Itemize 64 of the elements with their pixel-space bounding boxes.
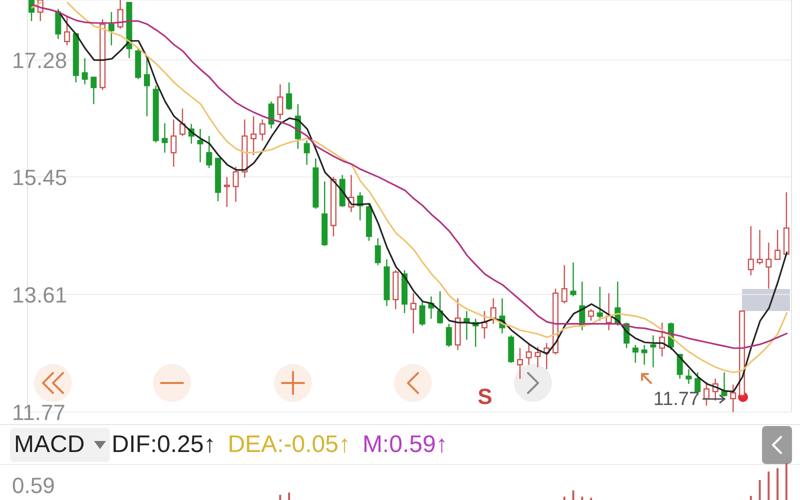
- candlestick: [561, 264, 568, 304]
- bar: [279, 494, 282, 500]
- candlestick: [446, 323, 452, 348]
- candlestick: [774, 229, 781, 260]
- candlestick: [90, 76, 97, 105]
- candlestick: [516, 348, 523, 380]
- text: M:0.59↑: [362, 431, 448, 459]
- y-tick-label: 15.45: [12, 164, 68, 190]
- candlestick: [596, 286, 603, 322]
- candlestick: [534, 346, 541, 368]
- candlestick: [703, 381, 710, 406]
- candlestick: [410, 292, 416, 334]
- bar: [750, 496, 752, 500]
- text: DIF:0.25↑: [112, 431, 216, 459]
- candlestick: [206, 135, 212, 169]
- bar: [785, 463, 788, 500]
- candlestick: [686, 368, 692, 384]
- candlestick: [748, 226, 754, 276]
- annotation: 11.77: [653, 389, 700, 410]
- bar: [758, 480, 761, 500]
- candlestick: [650, 334, 656, 368]
- candlestick: [286, 82, 292, 110]
- annotation: S: [478, 384, 492, 409]
- candlestick: [170, 118, 177, 168]
- candlestick: [304, 140, 310, 166]
- candlestick: [766, 242, 772, 290]
- candlestick: [82, 58, 88, 85]
- candlestick: [641, 344, 648, 366]
- candlestick: [481, 310, 488, 340]
- candlestick: [268, 100, 274, 129]
- bar: [572, 490, 574, 500]
- candlestick: [490, 298, 496, 324]
- text: DEA:-0.05↑: [228, 431, 350, 459]
- y-tick-label: 17.28: [12, 48, 68, 73]
- bar: [581, 496, 584, 500]
- candlestick: [64, 16, 70, 46]
- bar: [288, 492, 290, 500]
- candlestick: [144, 58, 150, 117]
- bar: [563, 496, 566, 500]
- candlestick: [250, 116, 257, 156]
- candlestick: [224, 176, 230, 208]
- candlestick: [374, 238, 381, 266]
- candlestick: [526, 342, 532, 366]
- candlestick: [437, 290, 444, 324]
- dropdown: MACD: [10, 428, 110, 462]
- candlestick: [259, 118, 266, 142]
- candlestick: [756, 229, 763, 266]
- y-tick-label: 13.61: [12, 282, 68, 307]
- annotation: 0.59: [12, 473, 55, 498]
- y-tick-label: 11.77: [12, 400, 66, 424]
- bar: [776, 468, 779, 500]
- candlestick: [419, 300, 426, 326]
- candlestick: [55, 8, 62, 40]
- candlestick: [632, 344, 638, 364]
- bar: [768, 472, 770, 500]
- candlestick: [588, 308, 594, 322]
- candlestick: [162, 122, 168, 154]
- candlestick: [108, 12, 114, 46]
- candlestick: [277, 84, 284, 120]
- candlestick: [676, 354, 683, 380]
- candlestick: [232, 166, 239, 202]
- candlestick: [197, 128, 204, 163]
- candlestick: [730, 384, 736, 412]
- candlestick: [570, 262, 576, 297]
